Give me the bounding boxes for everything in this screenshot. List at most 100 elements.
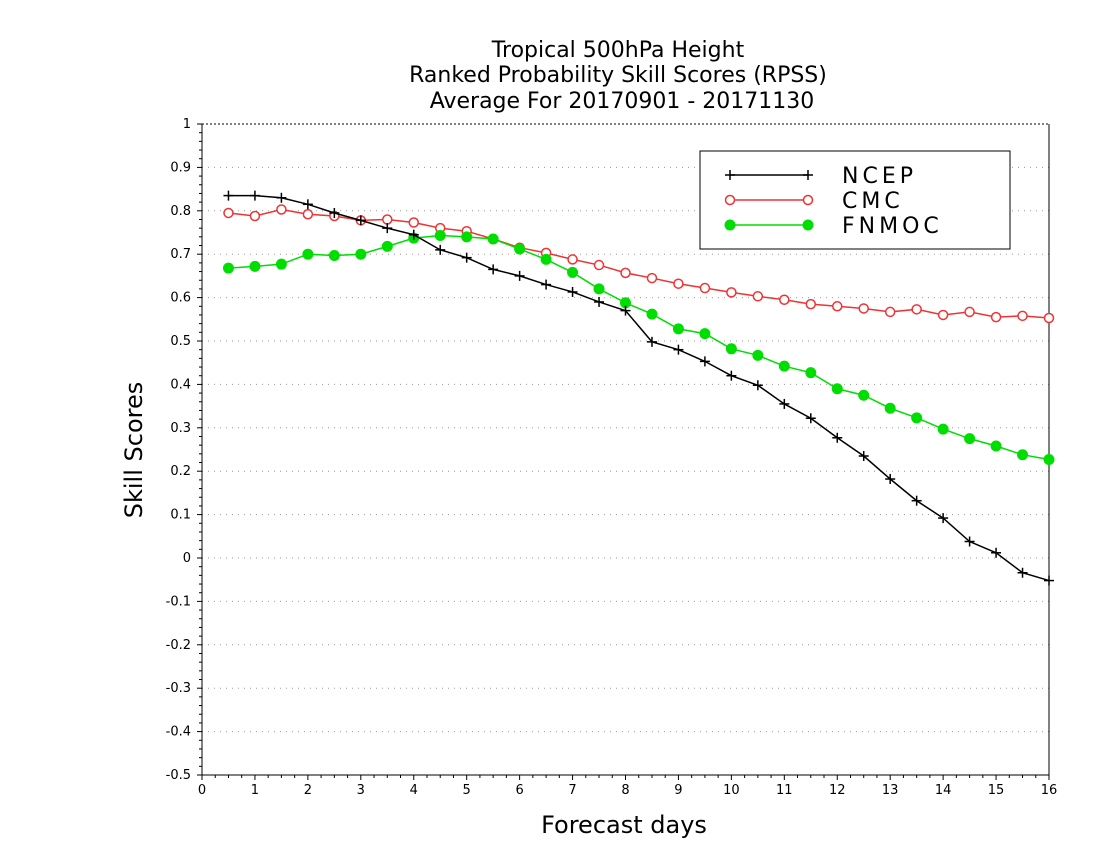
y-tick-label: 0.5	[170, 334, 191, 349]
data-point-ncep	[276, 192, 287, 203]
data-point-fnmoc	[858, 389, 870, 401]
y-tick-label: 0	[183, 551, 191, 566]
legend-label-ncep: NCEP	[842, 164, 917, 189]
y-tick-label: 1	[183, 117, 191, 132]
data-point-fnmoc	[672, 323, 684, 335]
legend-marker-fnmoc	[802, 219, 814, 231]
x-tick-label: 1	[251, 783, 259, 798]
x-tick-label: 16	[1041, 783, 1058, 798]
data-point-ncep	[435, 244, 446, 255]
x-tick-label: 3	[357, 783, 365, 798]
x-tick-label: 4	[410, 783, 418, 798]
x-tick-label: 13	[882, 783, 899, 798]
chart-title-line-1: Tropical 500hPa Height	[491, 38, 745, 63]
series-line-ncep	[228, 194, 1050, 582]
data-point-fnmoc	[1017, 449, 1029, 461]
y-tick-label: 0.6	[170, 291, 191, 306]
data-point-ncep	[1017, 567, 1028, 578]
y-tick-label: -0.1	[166, 594, 191, 609]
data-point-cmc	[964, 306, 975, 318]
data-point-ncep	[964, 536, 975, 547]
data-point-fnmoc	[911, 412, 923, 424]
data-point-cmc	[832, 301, 843, 312]
data-point-ncep	[355, 215, 366, 226]
data-point-ncep	[461, 252, 472, 263]
data-point-cmc	[990, 311, 1002, 323]
data-point-cmc	[726, 287, 737, 298]
y-tick-label: 0.4	[170, 377, 191, 392]
y-tick-label: -0.2	[166, 638, 191, 653]
data-point-cmc	[805, 298, 817, 310]
legend-marker-ncep	[803, 170, 813, 180]
legend-marker-fnmoc	[724, 219, 736, 231]
data-point-cmc	[408, 217, 419, 228]
data-point-fnmoc	[990, 440, 1002, 452]
chart-title-line-3: Average For 20170901 - 20171130	[430, 89, 815, 114]
x-tick-label: 15	[988, 783, 1005, 798]
data-point-cmc	[1017, 310, 1028, 322]
data-point-fnmoc	[249, 260, 261, 272]
data-point-fnmoc	[275, 258, 287, 270]
data-point-ncep	[382, 223, 393, 234]
y-tick-label: 0.1	[170, 508, 191, 523]
data-point-cmc	[699, 282, 711, 294]
data-point-ncep	[673, 344, 684, 355]
x-tick-label: 7	[568, 783, 576, 798]
data-point-cmc	[249, 210, 261, 222]
series-fnmoc	[222, 230, 1055, 465]
data-point-ncep	[302, 199, 313, 210]
data-point-ncep	[726, 370, 737, 381]
data-point-ncep	[541, 279, 552, 290]
data-point-fnmoc	[434, 230, 446, 242]
x-tick-label: 6	[515, 783, 523, 798]
data-point-fnmoc	[699, 328, 711, 340]
data-point-fnmoc	[540, 253, 552, 265]
data-point-ncep	[514, 270, 525, 281]
data-point-fnmoc	[461, 231, 473, 243]
data-point-cmc	[223, 207, 234, 219]
y-tick-label: 0.2	[170, 464, 191, 479]
data-point-cmc	[673, 278, 684, 289]
data-point-cmc	[646, 272, 658, 284]
data-point-cmc	[752, 291, 764, 302]
data-point-ncep	[885, 474, 896, 485]
data-point-ncep	[223, 190, 234, 201]
y-tick-label: 0.9	[170, 160, 191, 175]
data-point-fnmoc	[805, 367, 817, 379]
data-point-cmc	[937, 309, 949, 321]
legend-marker-ncep	[725, 170, 735, 180]
data-point-cmc	[884, 306, 896, 318]
data-point-cmc	[858, 303, 869, 314]
data-point-ncep	[911, 495, 922, 506]
series-ncep	[223, 190, 1054, 586]
data-point-cmc	[779, 294, 790, 306]
x-tick-label: 2	[304, 783, 312, 798]
data-point-cmc	[620, 267, 631, 279]
data-point-fnmoc	[222, 262, 234, 274]
chart-title-line-2: Ranked Probability Skill Scores (RPSS)	[409, 63, 827, 88]
data-point-cmc	[911, 304, 922, 315]
data-point-fnmoc	[302, 248, 314, 260]
x-axis-ticks: 0 1 2 3 4 5 6 7 8 9 10 11 12 13 14 15 16	[198, 775, 1057, 798]
y-tick-label: 0.8	[170, 204, 191, 219]
data-point-ncep	[699, 356, 710, 367]
data-point-cmc	[567, 254, 578, 265]
data-point-ncep	[991, 547, 1002, 558]
x-tick-label: 11	[776, 783, 793, 798]
data-point-cmc	[382, 214, 393, 225]
series-layer	[222, 190, 1055, 586]
data-point-ncep	[805, 413, 816, 424]
data-point-cmc	[276, 204, 287, 215]
series-line-fnmoc	[228, 234, 1050, 461]
data-point-ncep	[329, 207, 340, 218]
data-point-fnmoc	[937, 423, 949, 435]
data-point-fnmoc	[593, 283, 605, 295]
data-point-ncep	[1044, 575, 1054, 586]
y-tick-label: -0.3	[166, 681, 191, 696]
x-tick-label: 8	[621, 783, 629, 798]
data-point-fnmoc	[355, 248, 367, 260]
data-point-fnmoc	[646, 308, 658, 320]
data-point-ncep	[646, 336, 657, 347]
